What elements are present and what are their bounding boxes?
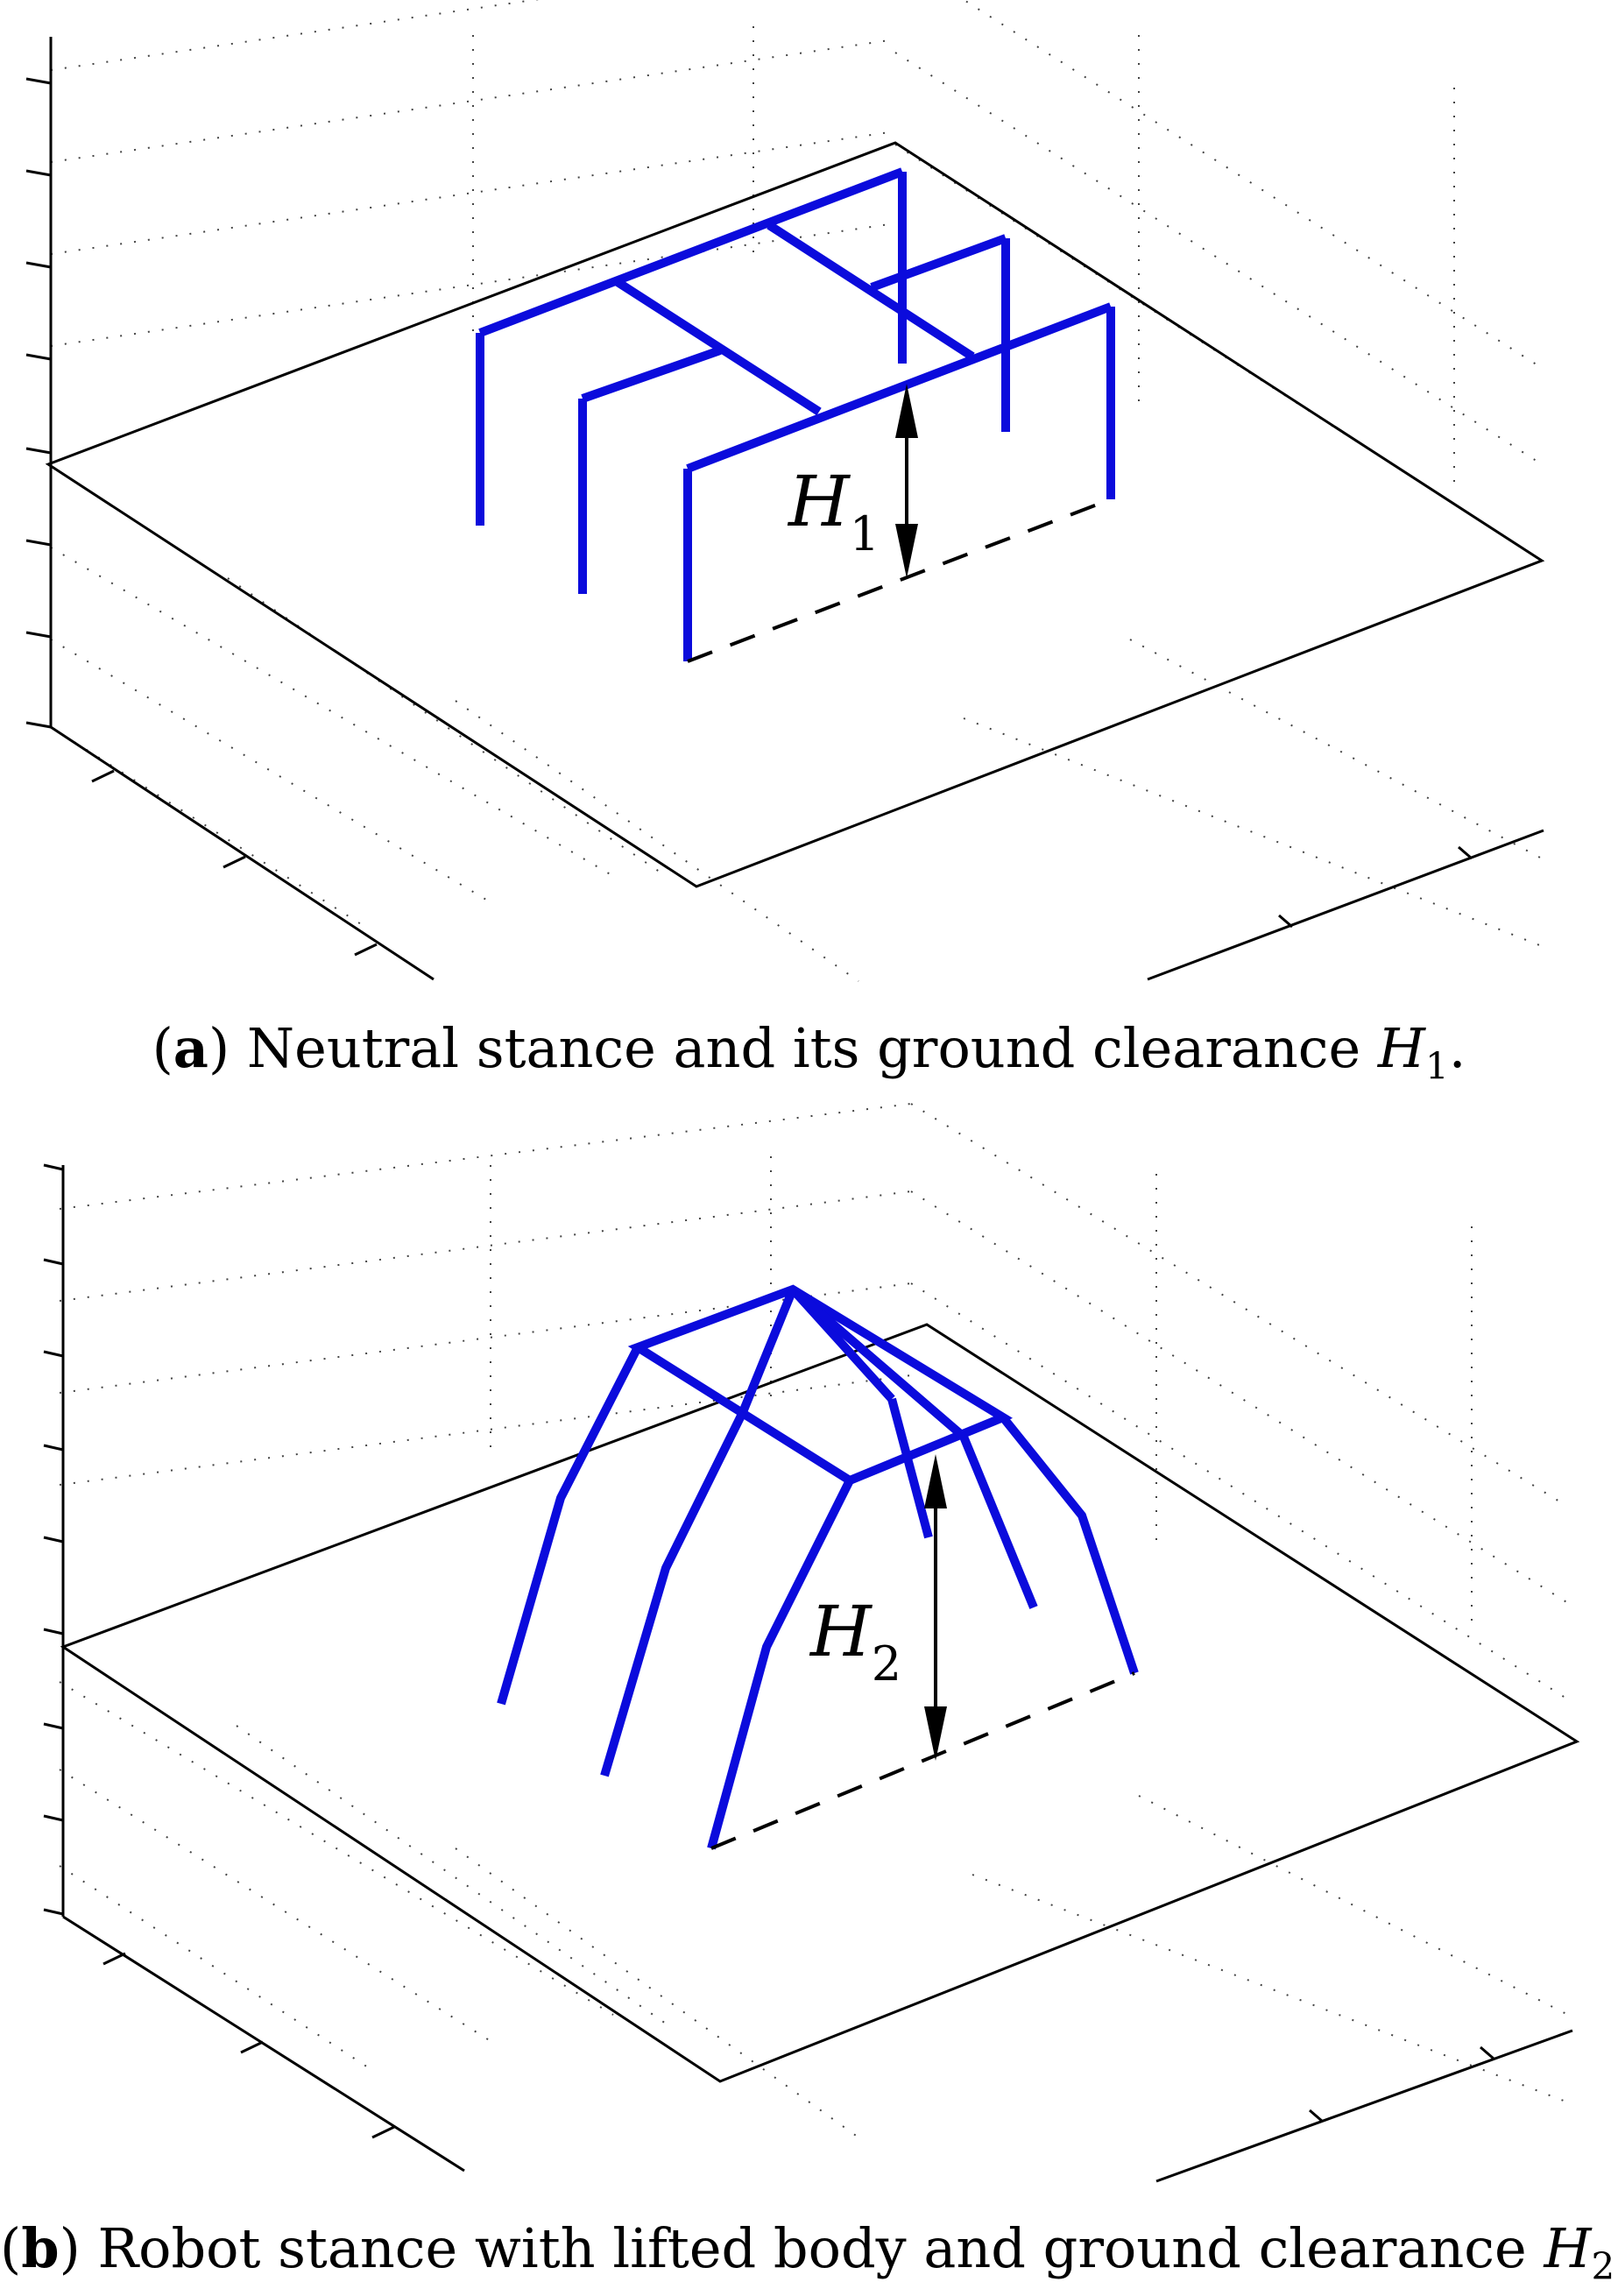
leg-1 bbox=[497, 1345, 642, 1706]
leg-4 bbox=[887, 1397, 933, 1539]
leg-6 bbox=[1000, 1414, 1139, 1675]
xy-axes bbox=[62, 1915, 1573, 2183]
body-front-edge bbox=[478, 167, 904, 337]
caption-b-end: . bbox=[1614, 2216, 1618, 2280]
caption-a: (a) Neutral stance and its ground cleara… bbox=[152, 1016, 1466, 1088]
body-rib-2 bbox=[789, 1286, 967, 1440]
caption-b-symbol: H bbox=[1544, 2216, 1592, 2280]
leg-2 bbox=[600, 1409, 747, 1777]
body-rib-4 bbox=[870, 234, 1007, 292]
caption-a-end: . bbox=[1448, 1016, 1466, 1080]
robot-neutral bbox=[476, 167, 1115, 661]
body-rear-edge bbox=[686, 302, 1113, 473]
height-label-h1: H1 bbox=[787, 461, 880, 562]
body-rib-3 bbox=[738, 1288, 797, 1414]
body-rib-2 bbox=[767, 221, 975, 361]
caption-a-symbol: H bbox=[1377, 1016, 1425, 1080]
height-label-h2: H2 bbox=[809, 1591, 901, 1692]
caption-b: (b) Robot stance with lifted body and gr… bbox=[0, 2216, 1618, 2287]
body-rib-3 bbox=[581, 346, 722, 403]
leg-5 bbox=[959, 1435, 1038, 1609]
caption-a-tag: a bbox=[173, 1016, 208, 1080]
ground-plane bbox=[60, 1323, 1580, 2083]
xy-axes bbox=[50, 725, 1544, 981]
ground-dashed-line bbox=[710, 1671, 1135, 1850]
panel-a-neutral-stance: H1 bbox=[25, 0, 1545, 982]
caption-b-text: Robot stance with lifted body and ground… bbox=[97, 2216, 1544, 2280]
robot-lifted bbox=[497, 1284, 1139, 1850]
clearance-arrow-h1 bbox=[895, 384, 918, 578]
ground-dashed-line bbox=[687, 498, 1112, 663]
caption-a-text: Neutral stance and its ground clearance bbox=[246, 1016, 1378, 1080]
clearance-arrow-h2 bbox=[924, 1454, 947, 1761]
z-axis bbox=[25, 37, 53, 729]
z-axis bbox=[43, 1163, 65, 1917]
caption-b-subscript: 2 bbox=[1591, 2244, 1615, 2288]
grid-lines bbox=[50, 0, 1543, 982]
caption-b-tag: b bbox=[21, 2216, 60, 2280]
caption-a-subscript: 1 bbox=[1424, 1044, 1449, 1088]
panel-b-lifted-stance: H2 bbox=[43, 1103, 1580, 2183]
ground-plane bbox=[45, 141, 1545, 888]
leg-3 bbox=[707, 1478, 854, 1850]
